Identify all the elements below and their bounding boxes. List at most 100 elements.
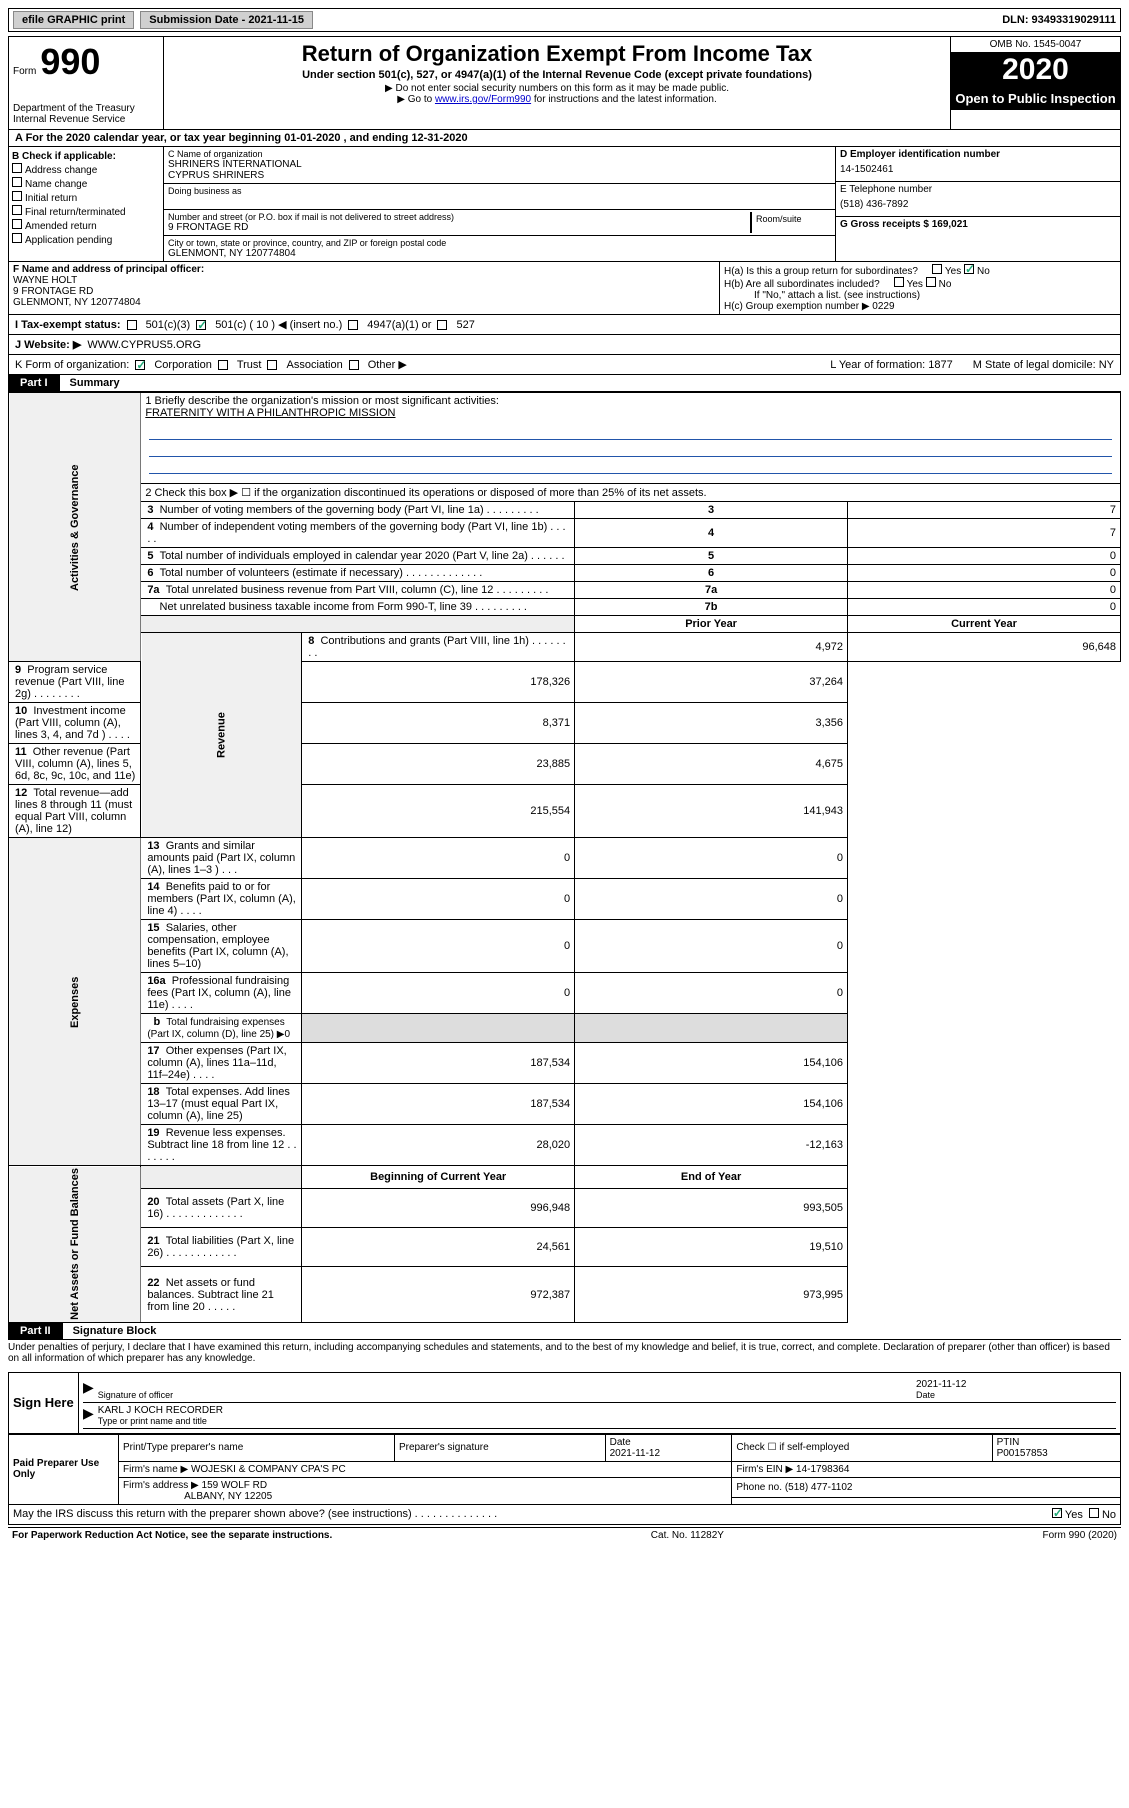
box-h: H(a) Is this a group return for subordin…: [720, 262, 1120, 314]
chk-ha-no[interactable]: [964, 264, 974, 274]
table-row: 18 Total expenses. Add lines 13–17 (must…: [9, 1084, 1121, 1125]
table-row: 21 Total liabilities (Part X, line 26) .…: [9, 1228, 1121, 1267]
table-row: Revenue8 Contributions and grants (Part …: [9, 633, 1121, 662]
street-label: Number and street (or P.O. box if mail i…: [168, 212, 750, 222]
part2-header: Part II Signature Block: [8, 1323, 1121, 1340]
chk-corp[interactable]: [135, 360, 145, 370]
dba-label: Doing business as: [168, 186, 831, 196]
opt-other: Other ▶: [368, 358, 407, 371]
chk-ha-yes[interactable]: [932, 264, 942, 274]
gross-label: G Gross receipts $ 169,021: [840, 219, 1116, 230]
tax-label: I Tax-exempt status:: [15, 319, 121, 331]
table-row: 4 Number of independent voting members o…: [9, 519, 1121, 548]
opt-527: 527: [456, 319, 474, 331]
phone-val: (518) 436-7892: [840, 195, 1116, 214]
chk-assoc[interactable]: [267, 360, 277, 370]
part1-header: Part I Summary: [8, 375, 1121, 392]
officer-name: KARL J KOCH RECORDER: [98, 1405, 1116, 1416]
chk-hb-yes[interactable]: [894, 277, 904, 287]
sign-section: Sign Here ▶ Signature of officer 2021-11…: [8, 1372, 1121, 1434]
chk-501c[interactable]: [196, 320, 206, 330]
chk-amended[interactable]: [12, 219, 22, 229]
chk-discuss-no[interactable]: [1089, 1508, 1099, 1518]
prep-phone: (518) 477-1102: [785, 1482, 853, 1493]
col-prior: Prior Year: [575, 616, 848, 633]
lbl-name: Name change: [25, 179, 87, 190]
table-row: 14 Benefits paid to or for members (Part…: [9, 879, 1121, 920]
table-row: 19 Revenue less expenses. Subtract line …: [9, 1125, 1121, 1166]
col-beg: Beginning of Current Year: [302, 1166, 575, 1189]
sign-here-label: Sign Here: [9, 1373, 79, 1433]
form-number: 990: [40, 41, 100, 83]
chk-address[interactable]: [12, 163, 22, 173]
part1-title: Summary: [70, 377, 120, 389]
efile-button[interactable]: efile GRAPHIC print: [13, 11, 134, 29]
chk-discuss-yes[interactable]: [1052, 1508, 1062, 1518]
chk-initial[interactable]: [12, 191, 22, 201]
opt-501c3: 501(c)(3): [146, 319, 191, 331]
header-center: Return of Organization Exempt From Incom…: [164, 37, 950, 129]
phone-label: E Telephone number: [840, 184, 1116, 195]
header-line1: ▶ Do not enter social security numbers o…: [168, 83, 946, 94]
chk-hb-no[interactable]: [926, 277, 936, 287]
header-right: OMB No. 1545-0047 2020 Open to Public In…: [950, 37, 1120, 129]
ein-label: D Employer identification number: [840, 149, 1116, 160]
info-grid: B Check if applicable: Address change Na…: [8, 147, 1121, 262]
m-state: M State of legal domicile: NY: [973, 359, 1114, 371]
chk-527[interactable]: [437, 320, 447, 330]
side-rev: Revenue: [141, 633, 302, 838]
f-label: F Name and address of principal officer:: [13, 264, 715, 275]
prep-h5v: P00157853: [997, 1448, 1048, 1459]
city-label: City or town, state or province, country…: [168, 238, 831, 248]
ein-val2: 14-1798364: [796, 1464, 849, 1475]
col-curr: Current Year: [848, 616, 1121, 633]
chk-501c3[interactable]: [127, 320, 137, 330]
part2-label: Part II: [8, 1323, 63, 1339]
arrow-icon: ▶: [83, 1405, 94, 1426]
summary-table: Activities & Governance 1 Briefly descri…: [8, 392, 1121, 1323]
hc-text: H(c) Group exemption number ▶ 0229: [724, 301, 1116, 312]
org-name: SHRINERS INTERNATIONAL CYPRUS SHRINERS: [168, 159, 831, 181]
side-exp: Expenses: [9, 838, 141, 1166]
submission-date-button[interactable]: Submission Date - 2021-11-15: [140, 11, 313, 29]
chk-other[interactable]: [349, 360, 359, 370]
q1-label: 1 Briefly describe the organization's mi…: [145, 395, 1116, 407]
tax-year: 2020: [951, 53, 1120, 87]
hb-note: If "No," attach a list. (see instruction…: [724, 290, 1116, 301]
chk-app[interactable]: [12, 233, 22, 243]
prep-h3v: 2021-11-12: [610, 1448, 660, 1459]
sig-date-label: Date: [916, 1390, 1116, 1400]
prep-h3: Date: [610, 1437, 631, 1448]
irs-link[interactable]: www.irs.gov/Form990: [435, 94, 531, 105]
ein-label2: Firm's EIN ▶: [736, 1464, 793, 1475]
k-label: K Form of organization:: [15, 359, 129, 371]
top-bar: efile GRAPHIC print Submission Date - 20…: [8, 8, 1121, 32]
chk-name[interactable]: [12, 177, 22, 187]
prep-h5: PTIN: [997, 1437, 1020, 1448]
header-line2a: ▶ Go to: [397, 94, 435, 105]
table-row: Net unrelated business taxable income fr…: [9, 599, 1121, 616]
web-label: J Website: ▶: [15, 338, 81, 351]
phone-label2: Phone no.: [736, 1482, 782, 1493]
sig-officer-label: Signature of officer: [98, 1390, 916, 1400]
chk-final[interactable]: [12, 205, 22, 215]
opt-501c: 501(c) ( 10 ) ◀ (insert no.): [215, 318, 342, 331]
prep-h1: Print/Type preparer's name: [119, 1434, 395, 1461]
street-val: 9 FRONTAGE RD: [168, 222, 750, 233]
side-ag: Activities & Governance: [9, 393, 141, 662]
chk-4947[interactable]: [348, 320, 358, 330]
table-row: 3 Number of voting members of the govern…: [9, 502, 1121, 519]
discuss-text: May the IRS discuss this return with the…: [13, 1508, 497, 1521]
preparer-table: Paid Preparer Use Only Print/Type prepar…: [8, 1434, 1121, 1505]
part1-label: Part I: [8, 375, 60, 391]
arrow-icon: ▶: [83, 1379, 94, 1400]
form-title: Return of Organization Exempt From Incom…: [168, 41, 946, 67]
table-row: 22 Net assets or fund balances. Subtract…: [9, 1267, 1121, 1322]
table-row: 17 Other expenses (Part IX, column (A), …: [9, 1043, 1121, 1084]
chk-trust[interactable]: [218, 360, 228, 370]
box-f: F Name and address of principal officer:…: [9, 262, 720, 314]
dln-text: DLN: 93493319029111: [1002, 14, 1116, 26]
open-inspection: Open to Public Inspection: [951, 87, 1120, 110]
prep-h4: Check ☐ if self-employed: [732, 1434, 992, 1461]
ein-val: 14-1502461: [840, 160, 1116, 179]
